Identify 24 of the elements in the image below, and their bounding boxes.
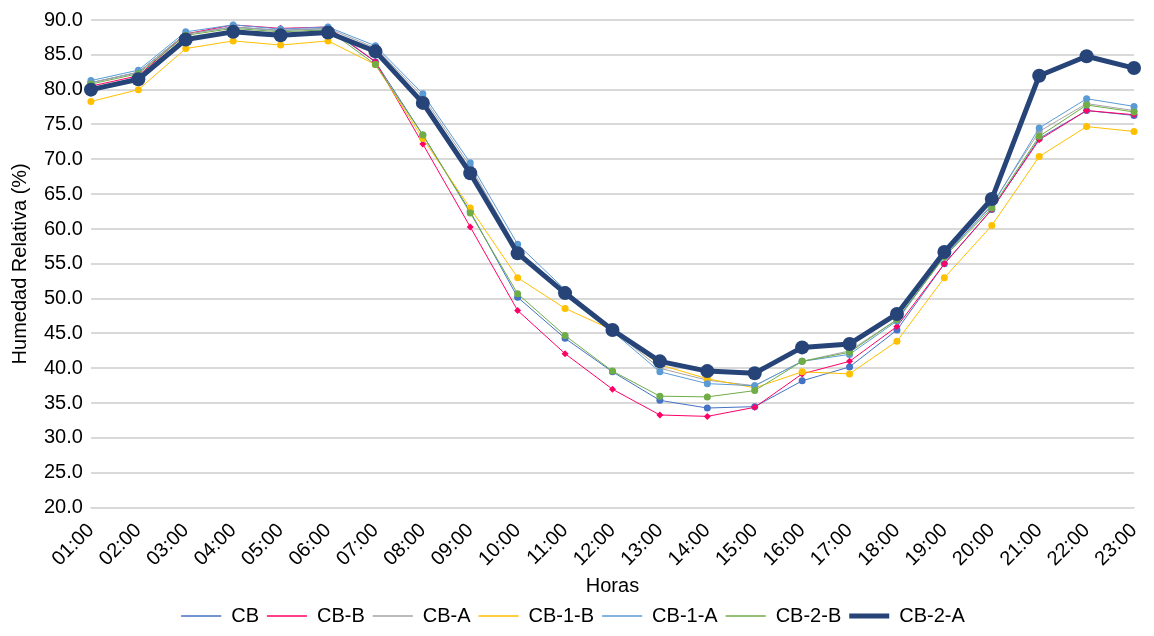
y-tick-label: 65.0 bbox=[43, 181, 83, 204]
y-tick-label: 75.0 bbox=[43, 112, 83, 135]
y-tick-label: 85.0 bbox=[43, 42, 83, 65]
y-tick-label: 50.0 bbox=[43, 286, 83, 309]
x-axis-title: Horas bbox=[585, 573, 640, 596]
legend-label: CB-2-B bbox=[775, 603, 842, 626]
legend-label: CB-A bbox=[422, 603, 472, 626]
y-tick-label: 30.0 bbox=[43, 425, 83, 448]
y-tick-label: 70.0 bbox=[43, 146, 83, 169]
y-tick-label: 80.0 bbox=[43, 77, 83, 100]
y-tick-label: 20.0 bbox=[43, 495, 83, 518]
y-tick-label: 40.0 bbox=[43, 355, 83, 378]
y-tick-label: 55.0 bbox=[43, 251, 83, 274]
legend-label: CB bbox=[231, 603, 259, 626]
legend-label: CB-1-B bbox=[528, 603, 595, 626]
legend-label: CB-2-A bbox=[899, 603, 966, 626]
y-axis-title: Humedad Relativa (%) bbox=[7, 163, 30, 365]
y-tick-label: 60.0 bbox=[43, 216, 83, 239]
legend-label: CB-B bbox=[316, 603, 365, 626]
y-tick-label: 25.0 bbox=[43, 460, 83, 483]
y-tick-label: 90.0 bbox=[43, 7, 83, 30]
y-tick-label: 35.0 bbox=[43, 390, 83, 413]
y-tick-label: 45.0 bbox=[43, 321, 83, 343]
legend-label: CB-1-A bbox=[652, 603, 719, 626]
